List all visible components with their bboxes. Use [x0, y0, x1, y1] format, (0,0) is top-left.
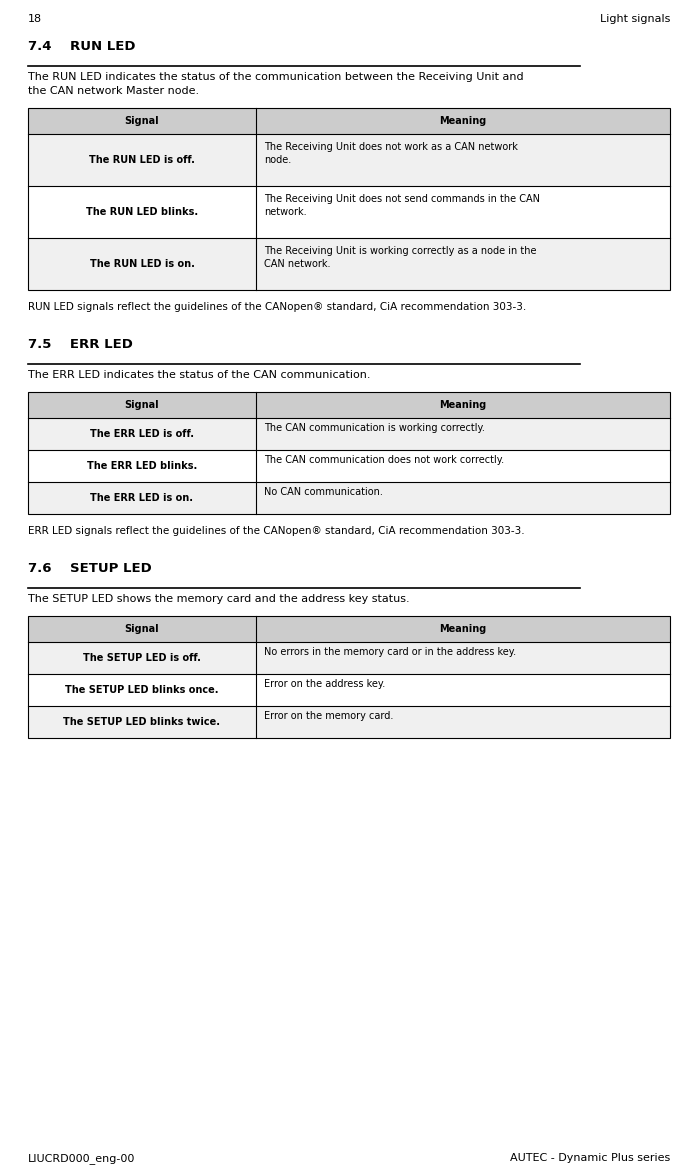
Bar	[28, 642, 670, 675]
Bar	[28, 238, 670, 291]
Bar	[28, 392, 670, 513]
Text: RUN LED signals reflect the guidelines of the CANopen® standard, CiA recommendat: RUN LED signals reflect the guidelines o…	[28, 302, 526, 312]
Bar	[28, 186, 670, 238]
Bar	[28, 482, 670, 513]
Text: The RUN LED blinks.: The RUN LED blinks.	[86, 207, 198, 217]
Text: The ERR LED is on.: The ERR LED is on.	[91, 492, 193, 503]
Text: The SETUP LED shows the memory card and the address key status.: The SETUP LED shows the memory card and …	[28, 594, 410, 605]
Text: The ERR LED blinks.: The ERR LED blinks.	[87, 461, 197, 471]
Text: The RUN LED is off.: The RUN LED is off.	[89, 155, 195, 165]
Text: The CAN communication does not work correctly.: The CAN communication does not work corr…	[264, 455, 504, 464]
Text: Error on the memory card.: Error on the memory card.	[264, 711, 393, 721]
Bar	[28, 392, 670, 418]
Text: Meaning: Meaning	[439, 116, 487, 126]
Text: The ERR LED is off.: The ERR LED is off.	[90, 429, 194, 439]
Bar	[28, 616, 670, 738]
Text: No CAN communication.: No CAN communication.	[264, 487, 383, 497]
Text: AUTEC - Dynamic Plus series: AUTEC - Dynamic Plus series	[510, 1153, 670, 1163]
Bar	[28, 450, 670, 482]
Text: The RUN LED is on.: The RUN LED is on.	[89, 259, 194, 270]
Text: LIUCRD000_eng-00: LIUCRD000_eng-00	[28, 1153, 135, 1163]
Text: The SETUP LED is off.: The SETUP LED is off.	[83, 654, 201, 663]
Text: 7.5    ERR LED: 7.5 ERR LED	[28, 338, 133, 351]
Text: 18: 18	[28, 14, 42, 25]
Text: The SETUP LED blinks twice.: The SETUP LED blinks twice.	[64, 717, 221, 727]
Bar	[28, 418, 670, 450]
Bar	[28, 616, 670, 642]
Text: The SETUP LED blinks once.: The SETUP LED blinks once.	[65, 685, 218, 696]
Text: Error on the address key.: Error on the address key.	[264, 679, 385, 689]
Text: 7.6    SETUP LED: 7.6 SETUP LED	[28, 562, 151, 575]
Text: The ERR LED indicates the status of the CAN communication.: The ERR LED indicates the status of the …	[28, 370, 371, 380]
Text: Signal: Signal	[125, 400, 159, 410]
Text: The RUN LED indicates the status of the communication between the Receiving Unit: The RUN LED indicates the status of the …	[28, 72, 524, 96]
Text: The CAN communication is working correctly.: The CAN communication is working correct…	[264, 422, 485, 433]
Bar	[28, 675, 670, 706]
Text: ERR LED signals reflect the guidelines of the CANopen® standard, CiA recommendat: ERR LED signals reflect the guidelines o…	[28, 526, 525, 536]
Bar	[28, 109, 670, 291]
Bar	[28, 134, 670, 186]
Text: Meaning: Meaning	[439, 400, 487, 410]
Text: The Receiving Unit does not send commands in the CAN
network.: The Receiving Unit does not send command…	[264, 194, 540, 217]
Text: 7.4    RUN LED: 7.4 RUN LED	[28, 40, 135, 53]
Bar	[28, 109, 670, 134]
Bar	[28, 706, 670, 738]
Text: No errors in the memory card or in the address key.: No errors in the memory card or in the a…	[264, 647, 516, 657]
Text: The Receiving Unit does not work as a CAN network
node.: The Receiving Unit does not work as a CA…	[264, 142, 518, 165]
Text: Signal: Signal	[125, 116, 159, 126]
Text: Light signals: Light signals	[600, 14, 670, 25]
Text: Meaning: Meaning	[439, 624, 487, 634]
Text: Signal: Signal	[125, 624, 159, 634]
Text: The Receiving Unit is working correctly as a node in the
CAN network.: The Receiving Unit is working correctly …	[264, 246, 536, 270]
